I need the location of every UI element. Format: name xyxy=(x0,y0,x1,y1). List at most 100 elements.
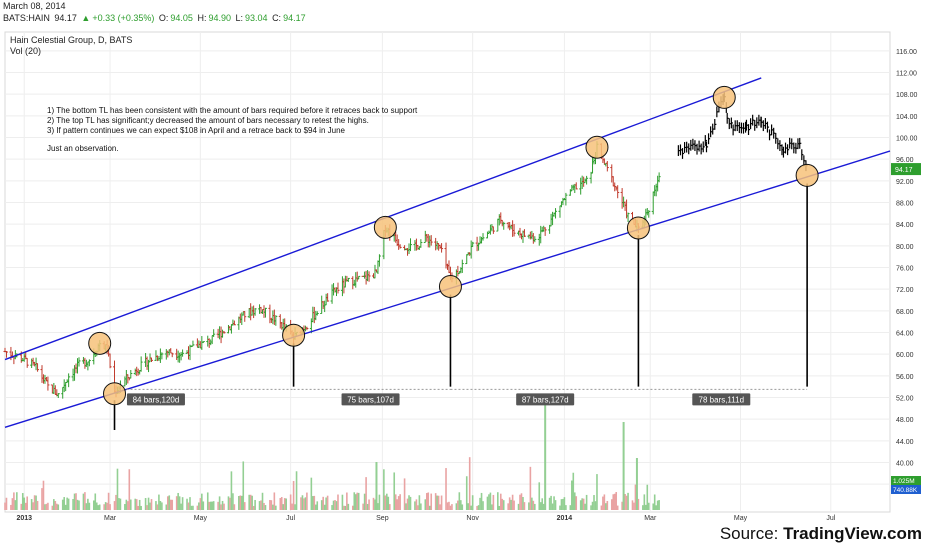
volume-bar xyxy=(492,494,495,510)
volume-bar xyxy=(562,498,564,510)
volume-bar xyxy=(156,504,159,510)
volume-bar xyxy=(418,495,421,510)
price-tick-label: 44.00 xyxy=(896,439,914,446)
volume-bar xyxy=(343,505,345,510)
volume-bar xyxy=(209,501,212,510)
time-tick-label: May xyxy=(194,515,208,522)
volume-bar xyxy=(655,505,657,510)
ohlc-bar xyxy=(129,369,133,379)
volume-bar xyxy=(331,505,333,510)
symbol-label[interactable]: BATS:HAIN xyxy=(3,13,50,23)
volume-bar xyxy=(399,494,401,510)
time-tick-label: Mar xyxy=(104,515,117,522)
volume-bar xyxy=(491,504,493,510)
ohlc-bar xyxy=(502,221,506,230)
volume-bar xyxy=(409,496,412,510)
volume-bar xyxy=(94,493,97,510)
ohlc-bar xyxy=(160,352,164,360)
volume-bar xyxy=(351,505,354,510)
range-label: 78 bars,111d xyxy=(699,395,745,404)
volume-bar xyxy=(51,505,54,510)
volume-badge xyxy=(891,476,921,485)
ohlc-bar xyxy=(87,359,91,367)
volume-bar xyxy=(104,502,107,510)
volume-bar xyxy=(166,496,169,510)
source-credit: Source: TradingView.com xyxy=(720,524,922,544)
volume-bar xyxy=(414,501,416,510)
volume-bar xyxy=(332,500,335,510)
volume-bar xyxy=(427,492,430,510)
volume-bar xyxy=(116,468,119,510)
volume-bar xyxy=(605,503,607,510)
volume-bar xyxy=(291,503,293,510)
volume-bar xyxy=(610,499,613,510)
volume-bar xyxy=(127,501,129,510)
volume-bar xyxy=(362,503,364,510)
volume-bar xyxy=(354,494,357,510)
open-value: 94.05 xyxy=(170,13,193,23)
volume-bar xyxy=(36,500,39,510)
volume-bar xyxy=(510,499,512,510)
volume-bar xyxy=(270,500,273,510)
volume-bar xyxy=(137,505,139,510)
volume-bar xyxy=(396,499,398,510)
volume-bar xyxy=(201,493,203,510)
ohlc-bar xyxy=(522,229,526,237)
volume-bar xyxy=(440,495,443,510)
up-arrow-icon: ▲ xyxy=(81,13,91,23)
volume-bar xyxy=(341,494,344,510)
volume-bar xyxy=(258,501,261,510)
volume-bar xyxy=(590,505,592,510)
volume-bar xyxy=(177,492,179,510)
volume-bar xyxy=(44,504,46,510)
volume-bar xyxy=(180,503,182,510)
volume-bar xyxy=(292,480,295,510)
price-tick-label: 52.00 xyxy=(896,396,914,403)
volume-bar xyxy=(161,502,163,510)
volume-bar xyxy=(384,495,387,510)
note-line: Just an observation. xyxy=(47,144,119,153)
ohlc-bar xyxy=(398,244,402,249)
high-value: 94.90 xyxy=(208,13,231,23)
time-tick-label: May xyxy=(734,515,748,522)
volume-indicator-label[interactable]: Vol (20) xyxy=(10,46,42,56)
annotations-layer: 84 bars,120d 75 bars,107d 87 bars,127d 78 b… xyxy=(4,77,891,430)
volume-bar xyxy=(119,498,122,510)
last-price-badge xyxy=(891,163,921,176)
volume-bar xyxy=(66,497,68,510)
volume-bar xyxy=(323,504,326,510)
volume-bar xyxy=(372,497,375,510)
volume-bar xyxy=(446,502,449,510)
volume-bar xyxy=(301,495,304,510)
touch-point-circle xyxy=(795,163,819,187)
volume-bar xyxy=(606,500,609,510)
price-tick-label: 56.00 xyxy=(896,374,914,381)
volume-bar xyxy=(189,497,191,510)
low-label: L: xyxy=(235,13,244,23)
volume-bar xyxy=(165,504,168,510)
volume-bar xyxy=(30,499,33,510)
volume-badge xyxy=(891,485,921,494)
volume-bar xyxy=(405,503,407,510)
volume-bar xyxy=(147,497,150,510)
volume-bar xyxy=(211,501,213,510)
volume-bar xyxy=(14,500,17,510)
volume-bar xyxy=(221,500,224,510)
volume-bar xyxy=(326,495,329,510)
close-value: 94.17 xyxy=(283,13,306,23)
volume-bar xyxy=(482,501,484,510)
volume-bar xyxy=(159,500,162,510)
volume-bar xyxy=(653,494,656,510)
price-tick-label: 88.00 xyxy=(896,201,914,208)
volume-bar xyxy=(366,503,369,510)
volume-bar xyxy=(306,492,308,510)
ohlc-bar xyxy=(253,308,257,316)
header-date: March 08, 2014 xyxy=(3,1,66,11)
volume-bar xyxy=(488,494,490,510)
volume-spike xyxy=(622,422,625,510)
volume-bar xyxy=(269,499,271,510)
volume-bar xyxy=(72,499,74,510)
ohlc-bar xyxy=(377,254,381,267)
price-tick-label: 100.00 xyxy=(896,136,918,143)
